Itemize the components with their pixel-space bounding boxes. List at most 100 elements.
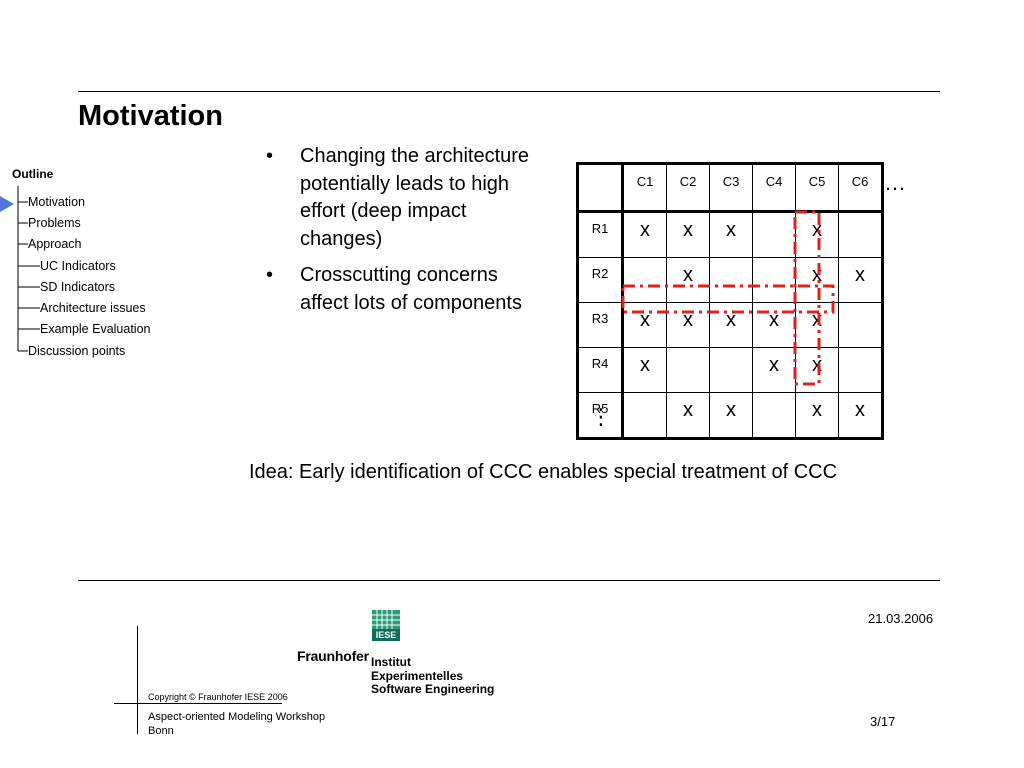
matrix-cell: x: [795, 302, 839, 348]
cell-mark: x: [812, 219, 822, 241]
column-header: C3: [709, 162, 753, 213]
cell-mark: x: [855, 399, 865, 421]
matrix-cell: [838, 211, 884, 258]
matrix-cell: x: [838, 257, 884, 303]
cell-mark: x: [640, 219, 650, 241]
bullet-text: Changing the architecture potentially le…: [300, 145, 530, 250]
cell-mark: x: [812, 264, 822, 286]
column-header: C1: [622, 162, 667, 213]
cell-mark: x: [769, 354, 779, 376]
matrix-header-row: C1 C2 C3 C4 C5 C6: [576, 162, 884, 213]
footer-small-rule: [114, 703, 282, 704]
bullet-marker: •: [266, 145, 274, 167]
bullet-marker: •: [266, 264, 274, 286]
more-rows-ellipsis: ⋮: [590, 404, 612, 429]
row-label: R3: [576, 302, 624, 348]
matrix-cell: x: [752, 347, 796, 393]
row-label: R2: [576, 257, 624, 303]
outline-item-discussion-points[interactable]: Discussion points: [28, 344, 126, 358]
outline-tree-lines: [17, 186, 40, 352]
matrix-row: R4 x x x: [576, 347, 884, 393]
iese-logo-grid-icon: [372, 610, 400, 629]
matrix-row: R1 x x x x: [576, 211, 884, 258]
cell-mark: x: [683, 399, 693, 421]
matrix-cell: [752, 211, 796, 258]
matrix-corner: [576, 162, 624, 213]
bullet-list: • Changing the architecture potentially …: [266, 143, 546, 326]
institute-line: Experimentelles: [371, 668, 464, 683]
matrix-cell: [838, 302, 884, 348]
cell-mark: x: [640, 309, 650, 331]
outline-item-architecture-issues[interactable]: Architecture issues: [40, 301, 146, 315]
column-header: C2: [666, 162, 710, 213]
matrix-cell: [752, 257, 796, 303]
page-number: 3/17: [870, 714, 896, 729]
matrix-cell: x: [666, 257, 710, 303]
matrix-cell: [709, 347, 753, 393]
institute-line: Institut: [371, 655, 411, 669]
concern-component-matrix: C1 C2 C3 C4 C5 C6 R1 x x x x R2 x x x R3…: [576, 162, 884, 440]
slide-date: 21.03.2006: [868, 611, 934, 626]
matrix-cell: x: [795, 347, 839, 393]
column-header: C4: [752, 162, 796, 213]
matrix-cell: x: [666, 211, 710, 258]
cell-mark: x: [683, 219, 693, 241]
institute-name: Institut Experimentelles Software Engine…: [371, 655, 495, 697]
matrix-cell: x: [752, 302, 796, 348]
event-location: Bonn: [148, 725, 174, 737]
institute-line: Software Engineering: [371, 682, 495, 696]
outline-item-problems[interactable]: Problems: [28, 216, 81, 230]
matrix-cell: [752, 392, 796, 440]
cell-mark: x: [812, 309, 822, 331]
outline-item-example-evaluation[interactable]: Example Evaluation: [40, 322, 151, 336]
matrix-cell: x: [709, 302, 753, 348]
matrix-cell: x: [795, 257, 839, 303]
matrix-cell: x: [622, 211, 667, 258]
cell-mark: x: [683, 309, 693, 331]
cell-mark: x: [726, 309, 736, 331]
row-label: R4: [576, 347, 624, 393]
cell-mark: x: [812, 399, 822, 421]
outline-item-uc-indicators[interactable]: UC Indicators: [40, 259, 116, 273]
slide-title: Motivation: [78, 100, 223, 132]
row-label: R1: [576, 211, 624, 258]
more-columns-ellipsis: …: [884, 170, 906, 195]
matrix-cell: [838, 347, 884, 393]
cell-mark: x: [640, 354, 650, 376]
outline-item-motivation[interactable]: Motivation: [28, 195, 85, 209]
matrix-cell: x: [622, 302, 667, 348]
matrix-cell: x: [795, 211, 839, 258]
event-name: Aspect-oriented Modeling Workshop: [148, 711, 326, 723]
matrix-cell: x: [709, 392, 753, 440]
matrix-cell: x: [709, 211, 753, 258]
iese-logo-badge: IESE: [372, 629, 400, 641]
top-rule: [78, 91, 940, 92]
outline-item-sd-indicators[interactable]: SD Indicators: [40, 280, 116, 294]
cell-mark: x: [726, 399, 736, 421]
cell-mark: x: [683, 264, 693, 286]
matrix-cell: x: [666, 392, 710, 440]
logo-grid-lines: [372, 610, 400, 629]
cell-mark: x: [769, 309, 779, 331]
matrix-row: R3 x x x x x: [576, 302, 884, 348]
copyright-notice: Copyright © Fraunhofer IESE 2006: [148, 692, 288, 702]
matrix-cell: [709, 257, 753, 303]
bullet-text: Crosscutting concerns affect lots of com…: [300, 264, 522, 314]
outline-item-approach[interactable]: Approach: [28, 237, 82, 251]
footer-rule: [78, 580, 940, 581]
column-header: C5: [795, 162, 839, 213]
row-label: R5: [576, 392, 624, 440]
cell-mark: x: [812, 354, 822, 376]
bullet-item: • Changing the architecture potentially …: [266, 143, 546, 253]
matrix-cell: [666, 347, 710, 393]
matrix-cell: x: [666, 302, 710, 348]
outline-heading: Outline: [12, 167, 54, 181]
matrix-cell: x: [838, 392, 884, 440]
matrix-cell: [622, 257, 667, 303]
matrix-cell: x: [622, 347, 667, 393]
footer-vertical-rule: [137, 626, 138, 734]
matrix-row: R2 x x x: [576, 257, 884, 303]
bullet-item: • Crosscutting concerns affect lots of c…: [266, 262, 546, 317]
cell-mark: x: [855, 264, 865, 286]
cell-mark: x: [726, 219, 736, 241]
